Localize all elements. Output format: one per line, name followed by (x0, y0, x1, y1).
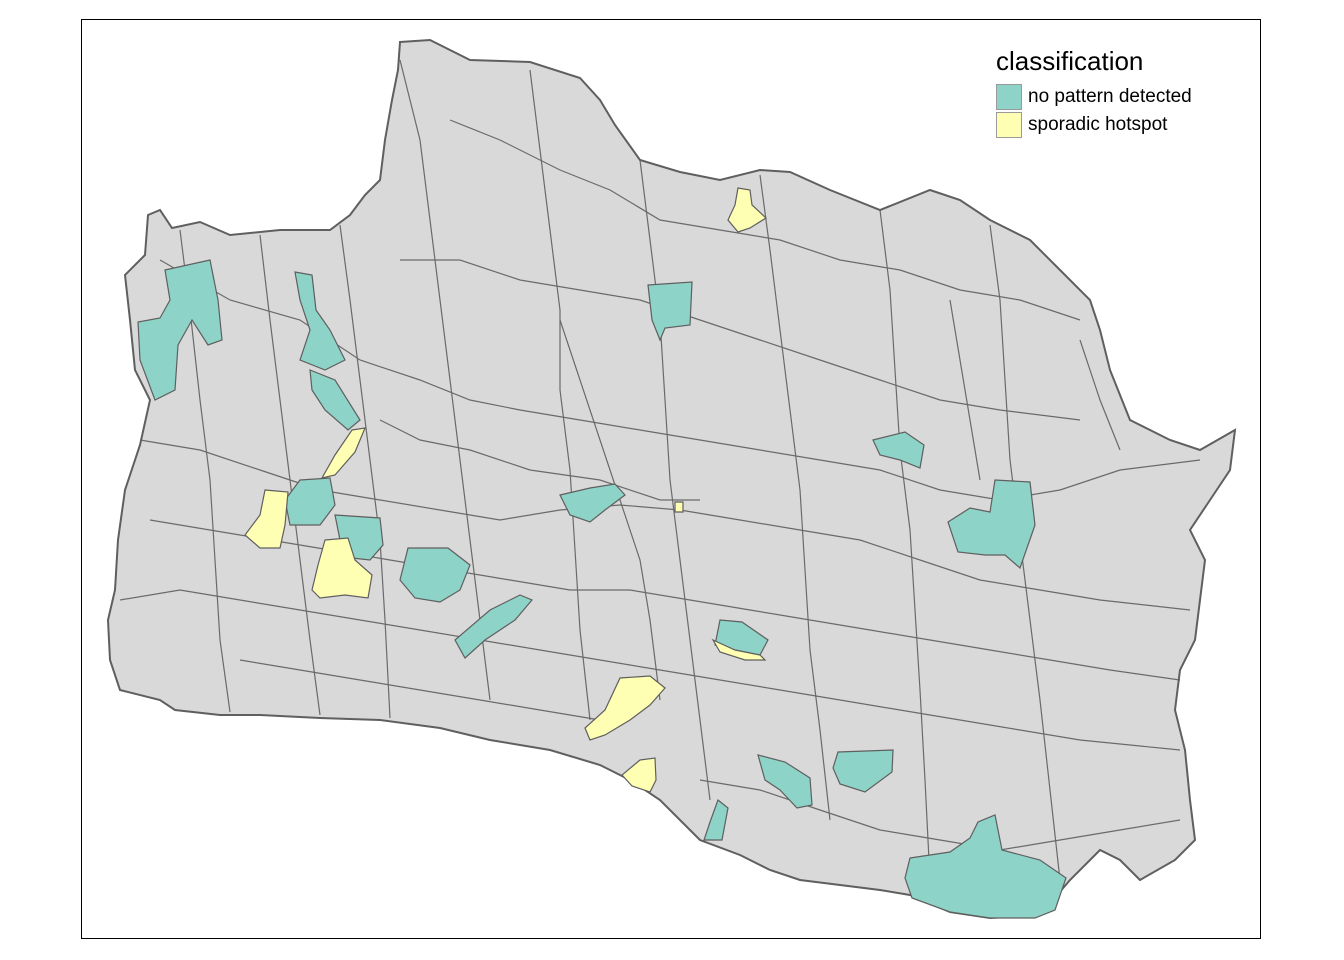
region-teal-15 (904, 814, 1067, 919)
legend-swatch-sporadic-hotspot (996, 112, 1022, 138)
legend-label-no-pattern: no pattern detected (1028, 86, 1192, 107)
province-outline (106, 38, 1237, 920)
region-teal-2 (294, 271, 346, 371)
region-yellow-5 (584, 675, 666, 741)
region-teal-3 (309, 369, 361, 431)
region-yellow-7 (711, 638, 767, 661)
region-yellow-2 (320, 427, 366, 479)
map-legend: classification no pattern detected spora… (996, 46, 1192, 139)
region-yellow-4 (311, 537, 373, 599)
region-teal-16 (559, 483, 626, 523)
region-yellow-1 (727, 187, 767, 233)
region-yellow-6 (621, 757, 657, 793)
region-teal-6 (399, 547, 471, 603)
region-teal-10 (947, 479, 1036, 570)
legend-title: classification (996, 46, 1144, 76)
legend-label-sporadic-hotspot: sporadic hotspot (1028, 114, 1168, 135)
region-teal-9 (872, 431, 925, 469)
legend-swatch-no-pattern (996, 84, 1022, 110)
region-yellow-3 (244, 489, 289, 549)
region-yellow-8 (674, 501, 684, 513)
sporadic-hotspot-regions (244, 187, 767, 793)
no-pattern-regions (137, 259, 1067, 919)
region-teal-12 (832, 749, 894, 793)
region-teal-13 (757, 754, 813, 809)
region-teal-1 (137, 259, 223, 401)
region-teal-14 (703, 799, 729, 841)
region-teal-8 (647, 281, 693, 342)
region-teal-7 (454, 594, 533, 659)
legend-item-no-pattern: no pattern detected (996, 83, 1192, 111)
legend-item-sporadic-hotspot: sporadic hotspot (996, 111, 1192, 139)
